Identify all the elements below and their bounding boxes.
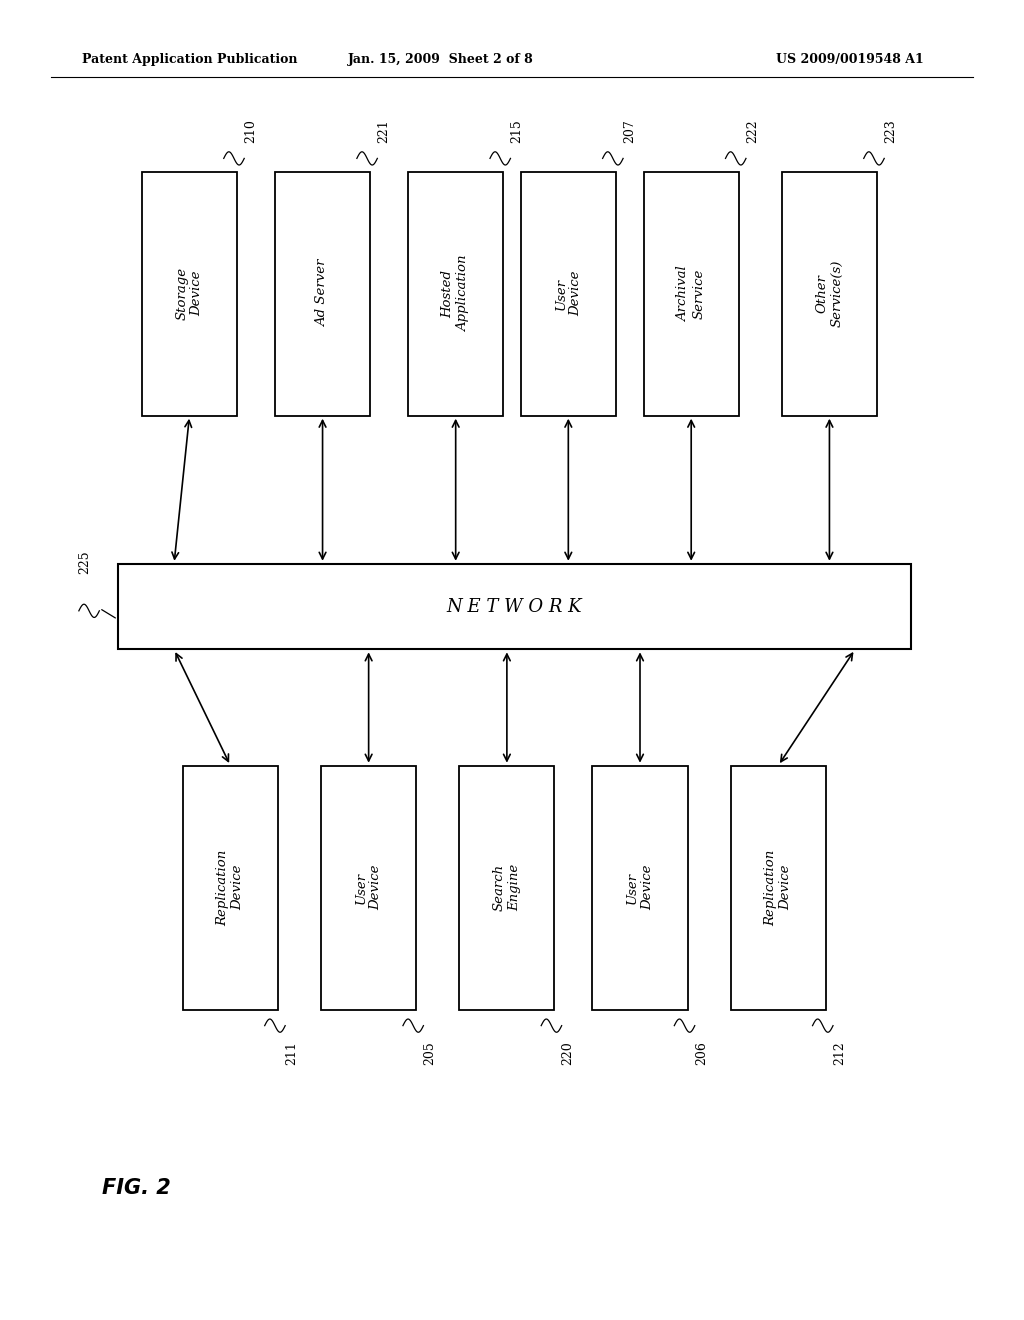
- Bar: [592, 766, 688, 1010]
- Text: 215: 215: [510, 119, 523, 143]
- Bar: [274, 172, 371, 416]
- Text: 223: 223: [885, 119, 897, 143]
- Text: 220: 220: [561, 1041, 574, 1065]
- Text: Storage
Device: Storage Device: [175, 267, 204, 321]
- Text: Other
Service(s): Other Service(s): [815, 260, 844, 327]
- Bar: [782, 172, 877, 416]
- Text: 210: 210: [244, 119, 257, 143]
- Bar: [182, 766, 278, 1010]
- Text: 221: 221: [377, 119, 390, 143]
- Text: Replication
Device: Replication Device: [764, 850, 793, 925]
- Text: Ad Server: Ad Server: [316, 260, 329, 327]
- Text: 206: 206: [694, 1041, 708, 1065]
- Text: Search
Engine: Search Engine: [493, 865, 521, 911]
- Text: 225: 225: [79, 550, 91, 574]
- Bar: [118, 564, 911, 649]
- Text: US 2009/0019548 A1: US 2009/0019548 A1: [776, 53, 924, 66]
- Bar: [459, 766, 555, 1010]
- Text: User
Device: User Device: [626, 865, 654, 911]
- Text: 212: 212: [834, 1041, 846, 1065]
- Text: User
Device: User Device: [554, 271, 583, 317]
- Text: Hosted
Application: Hosted Application: [441, 256, 470, 331]
- Text: Jan. 15, 2009  Sheet 2 of 8: Jan. 15, 2009 Sheet 2 of 8: [347, 53, 534, 66]
- Bar: [141, 172, 238, 416]
- Text: N E T W O R K: N E T W O R K: [446, 598, 583, 615]
- Text: 207: 207: [623, 119, 636, 143]
- Text: User
Device: User Device: [354, 865, 383, 911]
- Bar: [322, 766, 416, 1010]
- Bar: [731, 766, 825, 1010]
- Text: 205: 205: [424, 1041, 436, 1065]
- Bar: [521, 172, 616, 416]
- Text: Archival
Service: Archival Service: [677, 265, 706, 322]
- Text: 211: 211: [285, 1041, 298, 1065]
- Text: Patent Application Publication: Patent Application Publication: [82, 53, 297, 66]
- Text: Replication
Device: Replication Device: [216, 850, 245, 925]
- Bar: [644, 172, 739, 416]
- Text: 222: 222: [745, 119, 759, 143]
- Bar: [408, 172, 504, 416]
- Text: FIG. 2: FIG. 2: [102, 1177, 171, 1199]
